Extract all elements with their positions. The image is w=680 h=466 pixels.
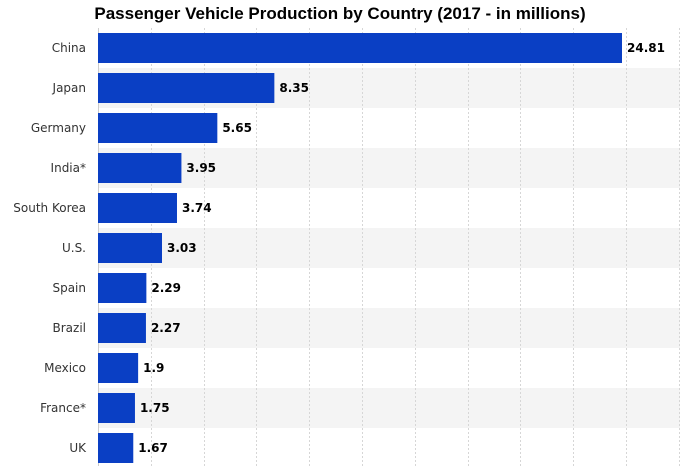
value-labels: 24.81 8.35 5.65 3.95 3.74 3.03 2.29 2.27 1.9 1.75…	[138, 41, 665, 455]
category-label: Germany	[31, 121, 86, 135]
category-label: South Korea	[13, 201, 86, 215]
bar	[98, 353, 139, 383]
row-band	[98, 228, 680, 268]
category-label: China	[52, 41, 86, 55]
row-band	[98, 308, 680, 348]
category-label: Brazil	[53, 321, 87, 335]
chart-title: Passenger Vehicle Production by Country …	[94, 4, 586, 23]
value-label: 3.03	[167, 241, 197, 255]
row-band	[98, 148, 680, 188]
bars	[98, 33, 622, 463]
value-label: 1.75	[140, 401, 170, 415]
bar	[98, 113, 218, 143]
value-label: 5.65	[222, 121, 252, 135]
bar	[98, 393, 135, 423]
category-label: France*	[40, 401, 86, 415]
category-labels: China Japan Germany India* South Korea U.S. Sp…	[13, 41, 87, 455]
value-label: 24.81	[627, 41, 665, 55]
value-label: 1.9	[143, 361, 164, 375]
value-label: 2.27	[151, 321, 181, 335]
category-label: Japan	[52, 81, 86, 95]
value-label: 2.29	[151, 281, 181, 295]
category-label: U.S.	[62, 241, 86, 255]
bar	[98, 273, 147, 303]
value-label: 3.95	[186, 161, 216, 175]
value-label: 3.74	[182, 201, 212, 215]
category-label: India*	[51, 161, 86, 175]
bar	[98, 73, 275, 103]
bar	[98, 313, 146, 343]
value-label: 1.67	[138, 441, 168, 455]
bar	[98, 233, 162, 263]
bar	[98, 193, 177, 223]
bar	[98, 433, 134, 463]
category-label: UK	[69, 441, 87, 455]
bar	[98, 153, 182, 183]
value-label: 8.35	[279, 81, 309, 95]
row-bands	[98, 68, 680, 428]
category-label: Mexico	[44, 361, 86, 375]
row-band	[98, 388, 680, 428]
category-label: Spain	[52, 281, 86, 295]
bar	[98, 33, 622, 63]
